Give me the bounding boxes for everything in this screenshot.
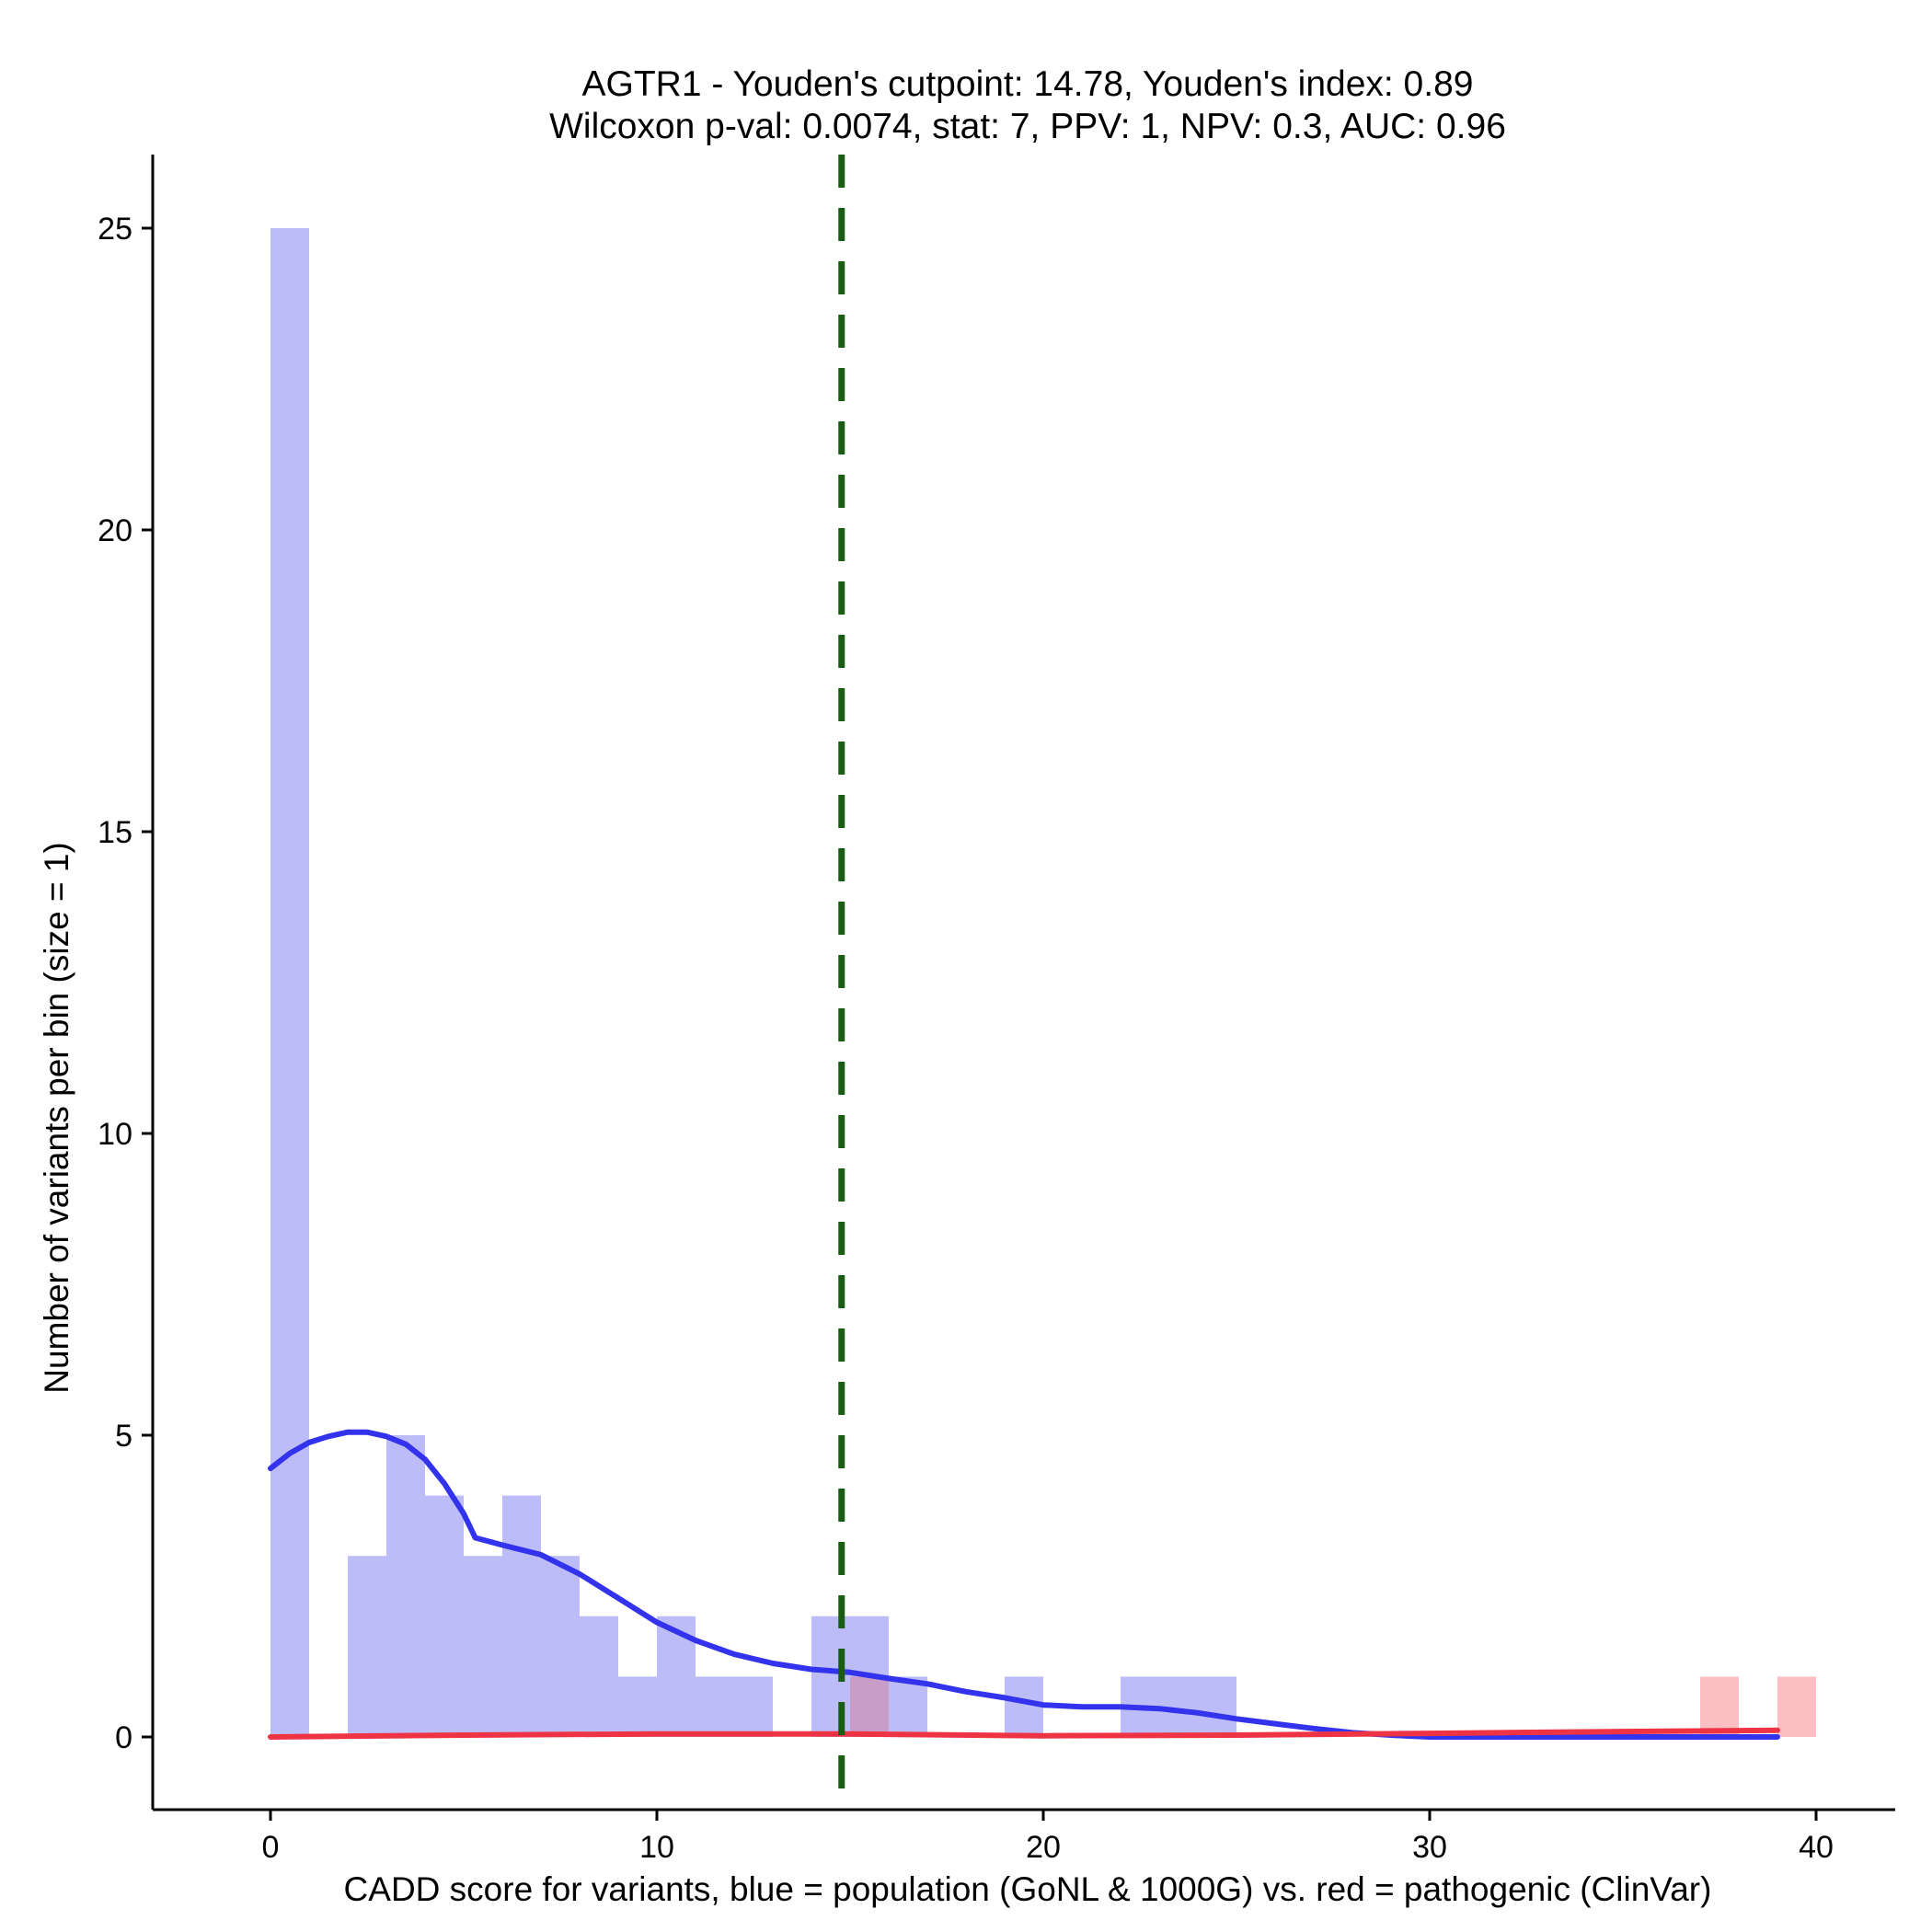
overlap-bar bbox=[850, 1676, 889, 1737]
x-tick-label: 10 bbox=[639, 1830, 674, 1865]
y-tick-label: 0 bbox=[115, 1720, 132, 1755]
y-tick-label: 5 bbox=[115, 1419, 132, 1454]
x-tick-label: 20 bbox=[1026, 1830, 1061, 1865]
chart-title-line-1: AGTR1 - Youden's cutpoint: 14.78, Youden… bbox=[582, 64, 1474, 104]
y-axis-ticks: 0 5 10 15 20 25 bbox=[98, 212, 153, 1755]
population-bar bbox=[425, 1495, 464, 1737]
x-tick-label: 40 bbox=[1799, 1830, 1834, 1865]
population-bar bbox=[541, 1556, 580, 1737]
population-bar bbox=[348, 1556, 386, 1737]
population-bar bbox=[464, 1556, 502, 1737]
population-bar bbox=[734, 1676, 773, 1737]
population-bar bbox=[889, 1676, 927, 1737]
x-axis-ticks: 0 10 20 30 40 bbox=[262, 1810, 1834, 1865]
population-bar bbox=[580, 1616, 618, 1737]
x-tick-label: 0 bbox=[262, 1830, 280, 1865]
x-tick-label: 30 bbox=[1412, 1830, 1447, 1865]
population-bars bbox=[270, 228, 1236, 1737]
pathogenic-bar bbox=[1777, 1676, 1816, 1737]
y-tick-label: 10 bbox=[98, 1117, 132, 1152]
population-bar bbox=[696, 1676, 734, 1737]
population-bar bbox=[618, 1676, 657, 1737]
population-bar bbox=[502, 1495, 541, 1737]
y-tick-label: 25 bbox=[98, 212, 132, 247]
pathogenic-density-line bbox=[268, 1727, 1780, 1740]
overlap-bars bbox=[850, 1676, 889, 1737]
population-bar bbox=[1198, 1676, 1236, 1737]
population-bar bbox=[270, 228, 309, 1737]
pathogenic-bar bbox=[1700, 1676, 1739, 1737]
y-tick-label: 15 bbox=[98, 815, 132, 850]
y-axis-label: Number of variants per bin (size = 1) bbox=[38, 842, 75, 1393]
x-axis-label: CADD score for variants, blue = populati… bbox=[344, 1870, 1712, 1908]
chart-title-line-2: Wilcoxon p-val: 0.0074, stat: 7, PPV: 1,… bbox=[549, 107, 1506, 146]
population-bar bbox=[1005, 1676, 1043, 1737]
y-tick-label: 20 bbox=[98, 513, 132, 548]
population-bar bbox=[386, 1435, 425, 1737]
